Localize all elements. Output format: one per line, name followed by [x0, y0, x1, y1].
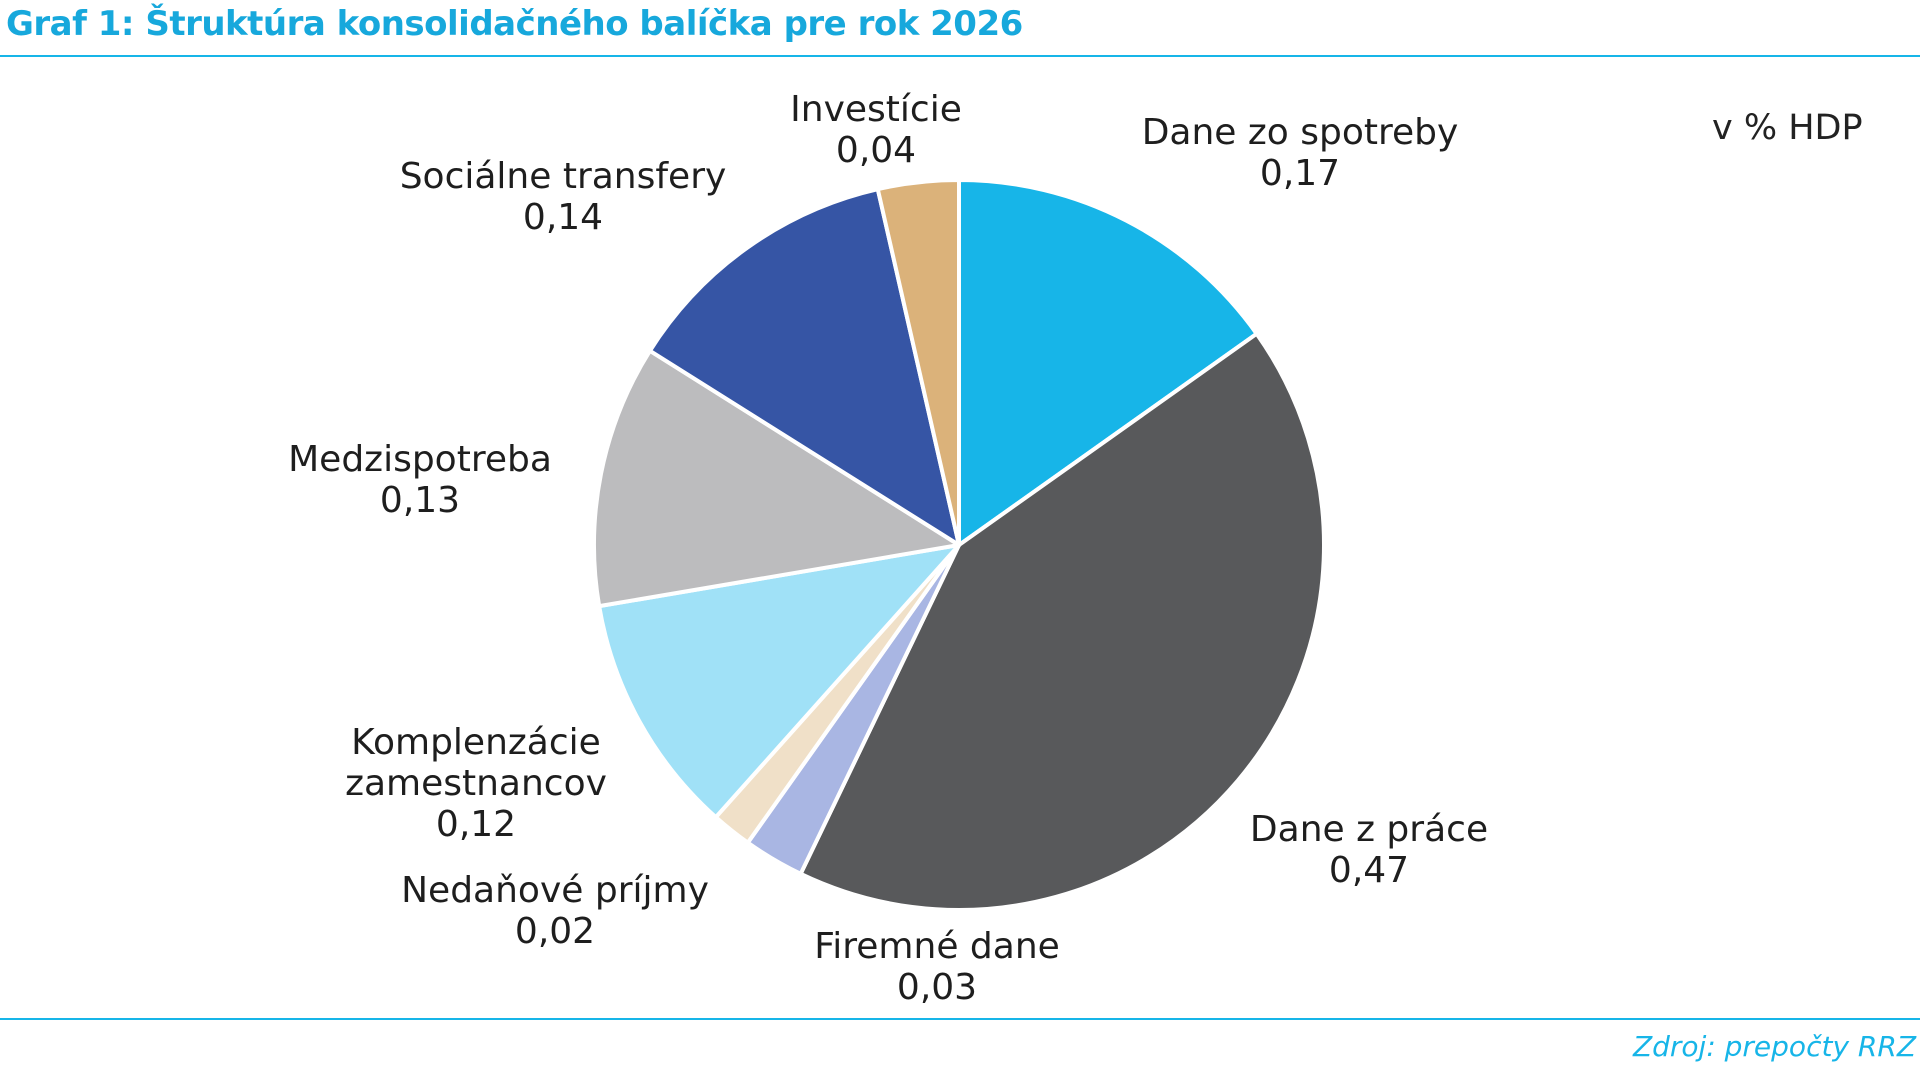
category-label: Medzispotreba — [288, 439, 552, 480]
pie-slice — [875, 178, 961, 547]
pie-slice — [597, 543, 961, 820]
value-label: 0,14 — [522, 197, 604, 238]
slice-label: Investície 0,04 — [726, 89, 1026, 171]
top-rule — [0, 55, 1920, 57]
category-label: Dane z práce — [1249, 809, 1489, 850]
slice-label: Dane z práce 0,47 — [1169, 809, 1569, 891]
category-label: Dane zo spotreby — [1141, 112, 1459, 153]
bottom-rule — [0, 1018, 1920, 1020]
chart-title: Graf 1: Štruktúra konsolidačného balíčka… — [6, 4, 1023, 44]
value-label: 0,03 — [896, 967, 978, 1008]
category-label: Firemné dane — [814, 926, 1060, 967]
value-label: 0,13 — [379, 480, 461, 521]
value-label: 0,47 — [1328, 850, 1410, 891]
slice-label: Nedaňové príjmy 0,02 — [345, 870, 765, 952]
slice-label: Sociálne transfery 0,14 — [353, 156, 773, 238]
value-label: 0,02 — [514, 911, 596, 952]
slice-label: Komplenzácie zamestnancov 0,12 — [326, 722, 626, 845]
category-label: Investície — [790, 89, 962, 130]
slice-label: Medzispotreba 0,13 — [220, 439, 620, 521]
unit-label: v % HDP — [1712, 108, 1863, 148]
pie-slice — [647, 187, 961, 547]
source: Zdroj: prepočty RRZ — [1632, 1030, 1916, 1063]
category-label: Sociálne transfery — [399, 156, 727, 197]
pie-slice — [592, 348, 961, 609]
category-label: Nedaňové príjmy — [401, 870, 709, 911]
value-label: 0,17 — [1259, 153, 1341, 194]
value-label: 0,12 — [435, 804, 517, 845]
slice-label: Dane zo spotreby 0,17 — [1050, 112, 1550, 194]
value-label: 0,04 — [835, 130, 917, 171]
category-label: Komplenzácie zamestnancov — [345, 722, 607, 804]
pie-slice — [957, 178, 1259, 547]
slice-label: Firemné dane 0,03 — [737, 926, 1137, 1008]
pie-slice — [798, 331, 1326, 912]
